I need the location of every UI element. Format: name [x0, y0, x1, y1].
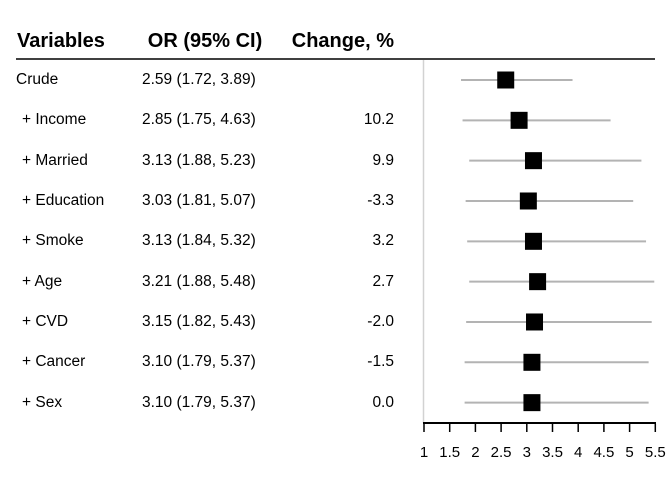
x-tick-label: 1	[420, 444, 428, 461]
variable-label: + Income	[22, 111, 87, 129]
or-ci-value: 2.59 (1.72, 3.89)	[142, 71, 256, 88]
or-marker	[524, 232, 542, 250]
change-value: -1.5	[367, 353, 394, 371]
column-header-variables: Variables	[17, 30, 105, 52]
x-tick-label: 2	[471, 444, 479, 461]
or-marker	[510, 111, 528, 129]
table-row: + Married 3.13 (1.88, 5.23) 9.9	[0, 151, 430, 171]
change-value: 2.7	[372, 272, 394, 290]
or-ci-value: 3.10 (1.79, 5.37)	[142, 393, 256, 411]
or-ci-value: 3.21 (1.88, 5.48)	[142, 272, 256, 290]
or-ci-value: 3.13 (1.84, 5.32)	[142, 232, 256, 250]
variable-label: + Sex	[22, 393, 63, 411]
variable-label: + Married	[22, 151, 88, 169]
change-value	[280, 70, 394, 90]
variable-label: + Cancer	[22, 353, 86, 371]
table-row: + Income 2.85 (1.75, 4.63) 10.2	[0, 110, 430, 130]
table-row: + Sex 3.10 (1.79, 5.37) 0.0	[0, 393, 430, 413]
variable-label: + CVD	[22, 312, 69, 330]
x-tick-label: 5.5	[645, 444, 666, 461]
variable-label: Crude	[16, 71, 59, 88]
change-value: 3.2	[372, 232, 394, 250]
table-row: + Smoke 3.13 (1.84, 5.32) 3.2	[0, 231, 430, 251]
or-ci-value: 3.15 (1.82, 5.43)	[142, 312, 256, 330]
change-value: 10.2	[363, 111, 394, 129]
x-tick-label: 4.5	[593, 444, 614, 461]
or-marker	[526, 313, 544, 331]
x-tick-label: 5	[625, 444, 633, 461]
change-value: 0.0	[372, 393, 394, 411]
or-marker	[497, 71, 515, 89]
x-tick-label: 3	[523, 444, 531, 461]
x-tick-label: 2.5	[491, 444, 512, 461]
column-header-or-ci: OR (95% CI)	[147, 30, 263, 52]
table-row: + Education 3.03 (1.81, 5.07) -3.3	[0, 191, 430, 211]
variable-label: + Age	[22, 272, 63, 290]
or-marker	[523, 394, 541, 412]
or-ci-value: 3.10 (1.79, 5.37)	[142, 353, 256, 371]
column-header-change: Change, %	[291, 30, 394, 52]
x-tick-label: 3.5	[542, 444, 563, 461]
change-value: -2.0	[367, 312, 394, 330]
or-marker	[519, 192, 537, 210]
or-ci-value: 2.85 (1.75, 4.63)	[142, 111, 256, 129]
or-marker	[524, 152, 542, 170]
change-value: -3.3	[367, 191, 394, 209]
x-tick-label: 4	[574, 444, 582, 461]
or-marker	[523, 353, 541, 371]
variable-label: + Education	[22, 191, 105, 209]
table-row: Crude 2.59 (1.72, 3.89)	[0, 70, 430, 90]
x-tick-label: 1.5	[439, 444, 460, 461]
or-marker	[529, 273, 547, 291]
or-ci-value: 3.03 (1.81, 5.07)	[142, 191, 256, 209]
or-ci-value: 3.13 (1.88, 5.23)	[142, 151, 256, 169]
change-value: 9.9	[372, 151, 394, 169]
variable-label: + Smoke	[22, 232, 84, 250]
table-row: + Age 3.21 (1.88, 5.48) 2.7	[0, 272, 430, 292]
table-row: + Cancer 3.10 (1.79, 5.37) -1.5	[0, 352, 430, 372]
table-row: + CVD 3.15 (1.82, 5.43) -2.0	[0, 312, 430, 332]
